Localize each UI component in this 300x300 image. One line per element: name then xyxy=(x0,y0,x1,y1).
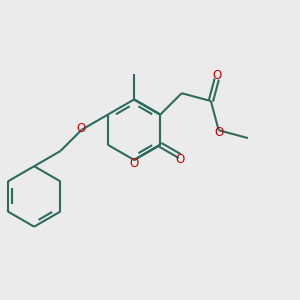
Text: O: O xyxy=(175,153,184,166)
Text: O: O xyxy=(76,122,86,135)
Text: O: O xyxy=(212,69,221,82)
Text: O: O xyxy=(130,157,139,169)
Text: O: O xyxy=(214,126,223,139)
